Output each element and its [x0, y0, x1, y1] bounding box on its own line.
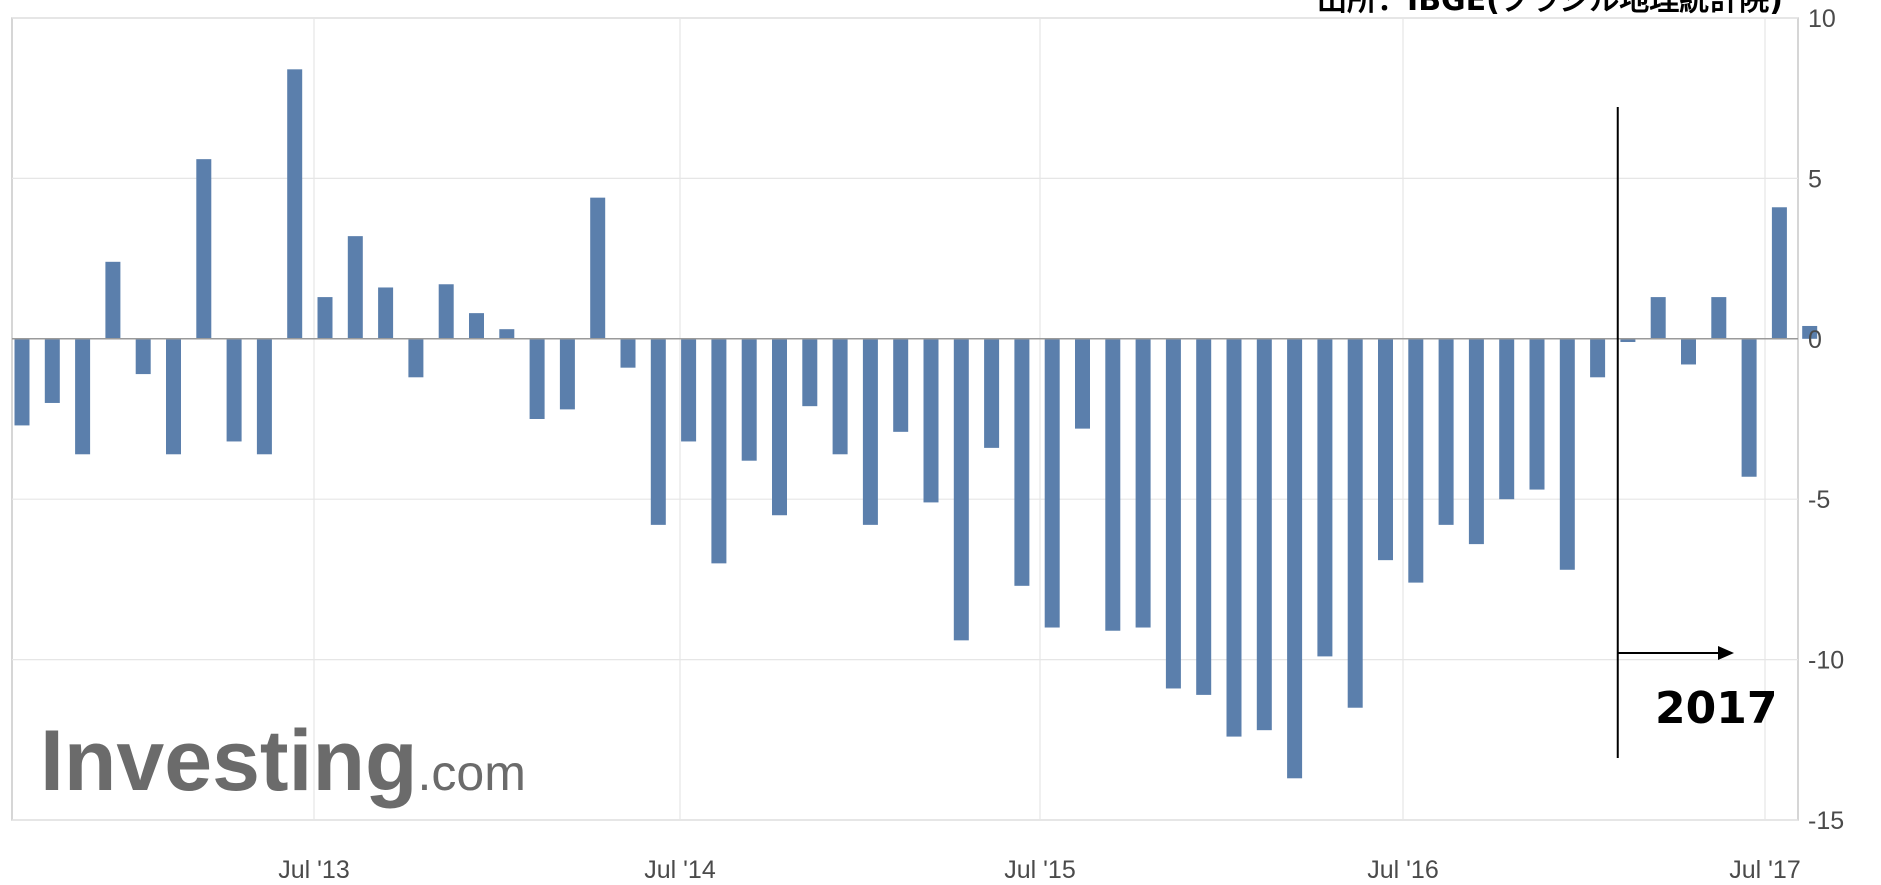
annotation-2017: 2017	[1655, 683, 1777, 734]
bar	[44, 338, 60, 403]
bar	[741, 338, 757, 461]
bar	[802, 338, 818, 407]
bar	[832, 338, 848, 455]
bar	[1135, 338, 1151, 628]
bar	[469, 313, 484, 339]
bar	[196, 159, 212, 339]
y-tick-label: -15	[1808, 807, 1844, 835]
x-tick-label: Jul '14	[644, 856, 716, 884]
bar	[1287, 338, 1303, 779]
bar	[620, 338, 636, 368]
bar	[1681, 338, 1696, 365]
bar	[1590, 338, 1606, 378]
bar	[1256, 338, 1272, 731]
bar	[75, 338, 91, 455]
bar	[1165, 338, 1181, 689]
bar	[1711, 297, 1727, 339]
bar	[590, 197, 606, 339]
annotation-layer: 2017	[1616, 107, 1777, 758]
bar	[1226, 338, 1242, 737]
bar	[923, 338, 939, 503]
bar	[1378, 338, 1393, 561]
bar	[1044, 338, 1060, 628]
bar	[711, 338, 727, 564]
bar	[1196, 338, 1212, 695]
bar	[1771, 207, 1787, 339]
bars	[14, 69, 1818, 779]
bar	[256, 338, 272, 455]
bar	[135, 338, 151, 375]
bar	[1105, 338, 1121, 631]
bar	[529, 338, 545, 419]
bar	[681, 338, 697, 442]
investing-logo: Investing.com	[40, 713, 526, 809]
bar	[1075, 338, 1090, 429]
bar	[408, 338, 424, 378]
x-tick-label: Jul '17	[1729, 856, 1800, 884]
bar	[1741, 338, 1757, 477]
bar	[1499, 338, 1515, 500]
grid-layer	[11, 17, 1799, 821]
bar	[559, 338, 575, 410]
bar	[953, 338, 969, 641]
bar	[14, 338, 30, 426]
bar	[438, 284, 454, 339]
bar	[1620, 338, 1636, 343]
x-tick-label: Jul '16	[1367, 856, 1438, 884]
bar	[347, 236, 363, 339]
bar	[287, 69, 303, 339]
bar	[862, 338, 878, 525]
bar	[1317, 338, 1333, 657]
y-tick-label: 5	[1808, 165, 1822, 193]
bar	[650, 338, 666, 525]
bar	[1650, 297, 1666, 339]
source-label: 出所：IBGE(ブラジル地理統計院)	[1317, 0, 1783, 18]
y-tick-label: 0	[1808, 326, 1822, 354]
bar	[1468, 338, 1484, 545]
x-tick-label: Jul '15	[1004, 856, 1075, 884]
y-tick-label: -5	[1808, 486, 1830, 514]
svg-text:Investing.com: Investing.com	[40, 713, 526, 809]
bar	[772, 338, 787, 516]
axes: 10 5 0 -5 -10 -15 Jul '13 Jul '14 Jul '15 Jul '16…	[12, 5, 1844, 884]
logo-main-text: Investing	[40, 713, 418, 809]
bar	[1802, 325, 1818, 339]
bar	[1014, 338, 1030, 586]
bar	[1559, 338, 1575, 570]
x-tick-label: Jul '13	[278, 856, 349, 884]
bar	[166, 338, 181, 455]
bar	[984, 338, 1000, 448]
bar	[1529, 338, 1545, 490]
bar	[226, 338, 242, 442]
bar	[378, 287, 394, 339]
arrow-head	[1718, 646, 1734, 660]
bar	[499, 329, 515, 339]
bar	[1347, 338, 1363, 708]
bar	[1438, 338, 1454, 525]
logo-suffix-text: .com	[418, 745, 526, 801]
bar	[317, 297, 333, 339]
bar	[893, 338, 909, 432]
bar	[105, 261, 121, 339]
bar	[1408, 338, 1424, 583]
y-tick-label: 10	[1808, 5, 1836, 33]
y-tick-label: -10	[1808, 647, 1844, 675]
